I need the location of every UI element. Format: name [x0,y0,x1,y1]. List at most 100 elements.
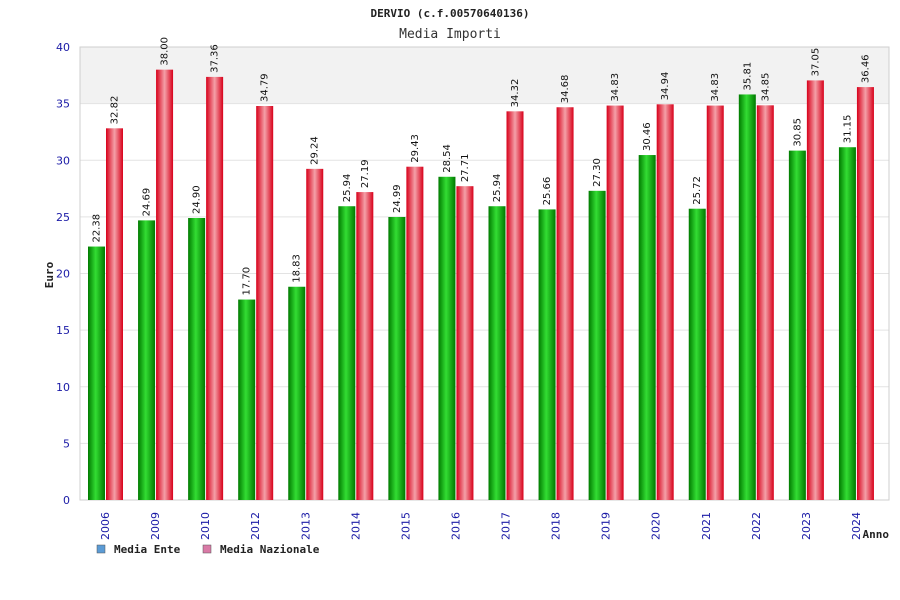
data-label: 34.94 [660,72,671,101]
bar-media-ente-2012 [238,299,256,500]
data-label: 38.00 [160,37,171,66]
data-label: 22.38 [92,214,103,243]
data-label: 29.43 [410,134,421,163]
data-label: 35.81 [742,62,753,91]
x-tick-label: 2023 [800,512,813,540]
bar-media-ente-2021 [688,208,706,500]
bar-media-nazionale-2013 [306,168,324,500]
data-label: 18.83 [292,254,303,283]
x-tick-label: 2012 [249,512,262,540]
data-label: 25.94 [492,174,503,203]
chart-subtitle: Media Importi [399,27,501,42]
data-label: 31.15 [842,115,853,144]
data-label: 25.72 [692,176,703,205]
y-tick-label: 15 [56,324,70,337]
data-label: 30.85 [792,118,803,147]
bar-media-nazionale-2024 [856,87,874,500]
data-label: 28.54 [442,144,453,173]
y-tick-label: 25 [56,211,70,224]
y-tick-label: 20 [56,268,70,281]
bar-media-nazionale-2021 [706,105,724,501]
y-tick-label: 30 [56,154,70,167]
x-tick-label: 2017 [500,512,513,540]
x-tick-label: 2024 [850,512,863,540]
bar-series: 22.38 32.82 24.69 38.00 24.90 37.36 17.70 34.79… [88,37,874,501]
data-label: 27.19 [360,159,371,188]
data-label: 27.30 [592,158,603,187]
bar-media-nazionale-2023 [806,80,824,500]
bar-media-nazionale-2016 [456,186,474,500]
x-tick-label: 2013 [299,512,312,540]
data-label: 34.83 [610,73,621,102]
bar-media-nazionale-2012 [256,106,274,501]
bar-media-ente-2020 [638,155,656,500]
bar-media-ente-2022 [738,94,756,500]
bar-media-ente-2013 [288,286,306,500]
y-tick-label: 0 [63,494,70,507]
data-label: 25.66 [542,177,553,206]
x-tick-label: 2020 [650,512,663,540]
bar-media-ente-2016 [438,176,456,501]
bar-media-ente-2019 [588,190,606,500]
x-axis-title: Anno [863,528,890,541]
y-tick-label: 35 [56,98,70,111]
x-tick-label: 2014 [349,512,362,540]
x-tick-label: 2021 [700,512,713,540]
y-axis-title: Euro [43,261,56,288]
legend-swatch-media-nazionale [202,544,212,554]
bar-media-ente-2014 [338,206,356,501]
data-label: 24.90 [192,185,203,214]
data-label: 34.32 [510,79,521,108]
x-tick-label: 2009 [149,512,162,540]
bar-media-nazionale-2014 [356,192,374,501]
x-tick-label: 2015 [399,512,412,540]
x-tick-label: 2022 [750,512,763,540]
data-label: 27.71 [460,154,471,183]
x-tick-label: 2016 [449,512,462,540]
bar-media-ente-2017 [488,206,506,501]
bar-media-nazionale-2010 [206,76,224,500]
legend-swatch-media-ente [96,544,106,554]
plot-border [79,46,890,501]
data-label: 25.94 [342,174,353,203]
bar-media-nazionale-2017 [506,111,524,501]
bar-media-nazionale-2022 [756,105,774,500]
y-axis: 0 5 10 15 20 25 30 35 40 [56,41,70,507]
bar-media-nazionale-2006 [106,128,123,500]
data-label: 32.82 [110,96,121,125]
data-label: 36.46 [860,54,871,83]
data-label: 34.79 [260,73,271,102]
bar-media-ente-2010 [188,218,206,500]
x-tick-label: 2018 [550,512,563,540]
legend-label-media-ente: Media Ente [114,543,181,556]
data-label: 37.05 [810,48,821,77]
data-label: 29.24 [310,136,321,165]
y-tick-label: 40 [56,41,70,54]
legend-label-media-nazionale: Media Nazionale [220,543,320,556]
y-tick-label: 10 [56,381,70,394]
bar-media-ente-2023 [788,150,806,500]
data-label: 17.70 [242,267,253,296]
bar-media-nazionale-2020 [656,104,674,500]
data-label: 24.99 [392,184,403,213]
bar-media-ente-2024 [838,147,856,500]
x-tick-label: 2006 [99,512,112,540]
data-label: 34.68 [560,75,571,104]
bar-media-nazionale-2015 [406,166,424,500]
data-label: 37.36 [210,44,221,73]
data-label: 30.46 [642,122,653,151]
data-label: 34.83 [710,73,721,102]
x-tick-label: 2019 [600,512,613,540]
x-tick-label: 2010 [199,512,212,540]
bar-media-ente-2015 [388,216,406,500]
data-label: 24.69 [142,188,153,217]
data-label: 34.85 [760,73,771,102]
bar-media-ente-2009 [138,220,156,501]
bar-media-ente-2006 [88,246,105,500]
bar-media-nazionale-2019 [606,105,624,501]
x-axis: 2006 2009 2010 2012 2013 2014 2015 2016 2017 2018… [99,512,863,540]
y-tick-label: 5 [63,437,70,450]
chart-title: DERVIO (c.f.00570640136) [371,7,530,20]
bar-media-nazionale-2018 [556,107,574,501]
